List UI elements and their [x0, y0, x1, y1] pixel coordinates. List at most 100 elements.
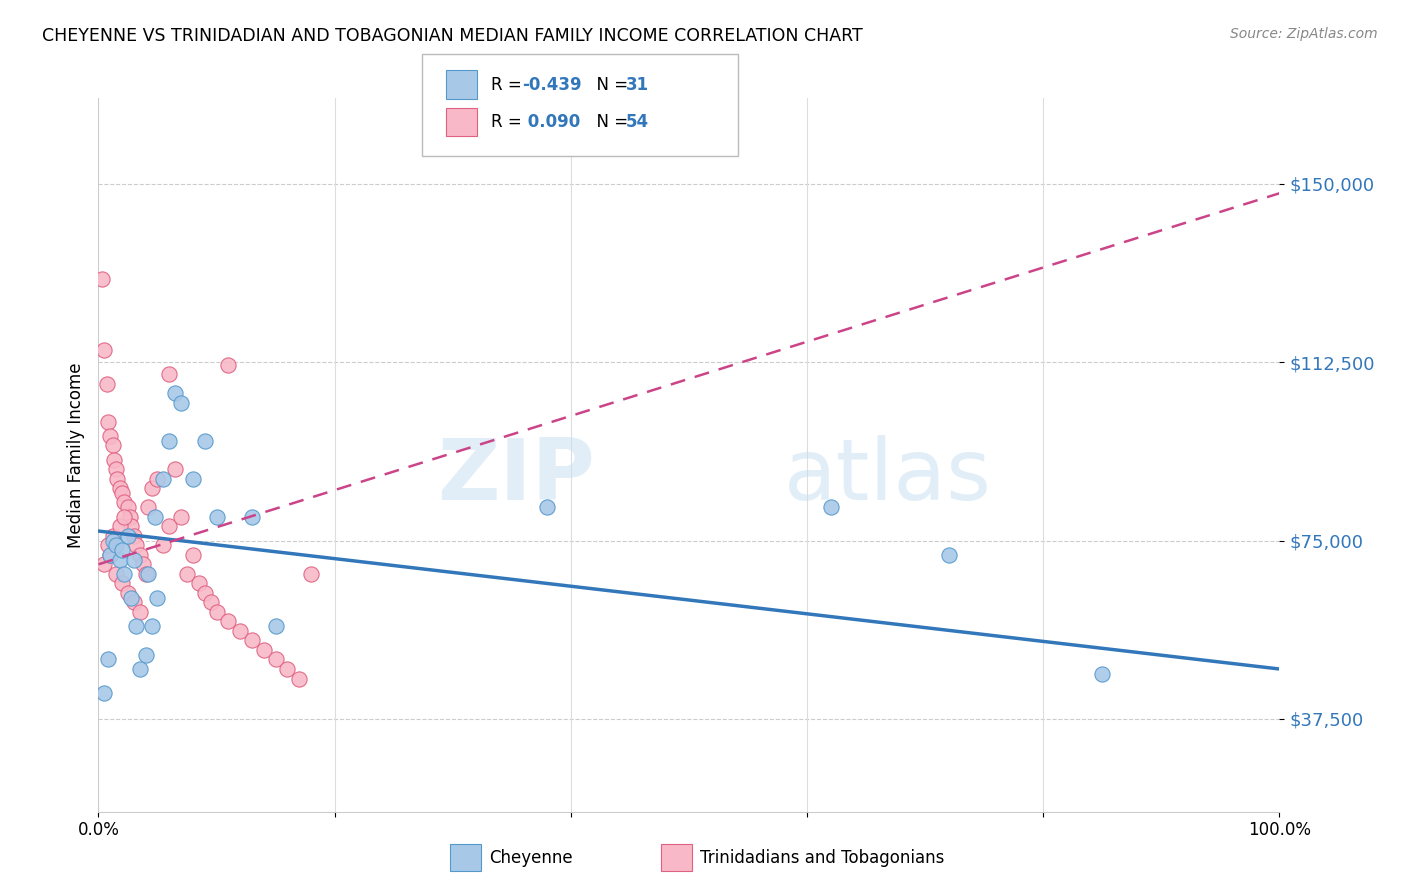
Text: atlas: atlas	[783, 434, 991, 518]
Point	[194, 586, 217, 600]
Point	[122, 595, 145, 609]
Point	[152, 538, 174, 552]
Text: CHEYENNE VS TRINIDADIAN AND TOBAGONIAN MEDIAN FAMILY INCOME CORRELATION CHART: CHEYENNE VS TRINIDADIAN AND TOBAGONIAN M…	[42, 27, 863, 45]
Point	[93, 343, 115, 358]
Point	[97, 652, 120, 666]
Point	[122, 552, 145, 566]
Point	[157, 519, 180, 533]
Point	[132, 558, 155, 572]
Point	[111, 543, 134, 558]
Point	[108, 481, 131, 495]
Text: 54: 54	[626, 113, 648, 131]
Point	[112, 495, 135, 509]
Point	[205, 509, 228, 524]
Point	[98, 429, 121, 443]
Point	[98, 548, 121, 562]
Point	[141, 481, 163, 495]
Point	[97, 415, 120, 429]
Point	[205, 605, 228, 619]
Point	[146, 591, 169, 605]
Point	[93, 558, 115, 572]
Point	[276, 662, 298, 676]
Point	[128, 662, 150, 676]
Text: R =: R =	[491, 113, 527, 131]
Point	[136, 500, 159, 515]
Point	[217, 358, 239, 372]
Point	[105, 462, 128, 476]
Point	[217, 615, 239, 629]
Point	[1091, 666, 1114, 681]
Point	[93, 686, 115, 700]
Point	[112, 566, 135, 581]
Point	[176, 566, 198, 581]
Point	[240, 509, 263, 524]
Point	[170, 395, 193, 409]
Point	[117, 586, 139, 600]
Point	[122, 529, 145, 543]
Point	[152, 472, 174, 486]
Text: Source: ZipAtlas.com: Source: ZipAtlas.com	[1230, 27, 1378, 41]
Point	[91, 272, 114, 286]
Point	[112, 509, 135, 524]
Point	[170, 509, 193, 524]
Point	[108, 552, 131, 566]
Text: Cheyenne: Cheyenne	[489, 849, 572, 867]
Point	[101, 533, 124, 548]
Text: 31: 31	[626, 76, 648, 94]
Point	[121, 519, 143, 533]
Point	[98, 548, 121, 562]
Point	[105, 566, 128, 581]
Point	[101, 529, 124, 543]
Text: ZIP: ZIP	[437, 434, 595, 518]
Point	[111, 486, 134, 500]
Point	[111, 576, 134, 591]
Point	[128, 605, 150, 619]
Point	[143, 509, 166, 524]
Point	[146, 472, 169, 486]
Text: R =: R =	[491, 76, 527, 94]
Point	[165, 386, 187, 401]
Text: N =: N =	[586, 76, 634, 94]
Point	[135, 566, 157, 581]
Point	[105, 472, 128, 486]
Point	[157, 434, 180, 448]
Point	[136, 566, 159, 581]
Point	[536, 500, 558, 515]
Point	[187, 576, 209, 591]
Point	[125, 538, 148, 552]
Point	[820, 500, 842, 515]
Point	[125, 619, 148, 633]
Point	[200, 595, 222, 609]
Point	[264, 619, 287, 633]
Point	[253, 643, 276, 657]
Point	[194, 434, 217, 448]
Point	[229, 624, 252, 638]
Point	[117, 529, 139, 543]
Y-axis label: Median Family Income: Median Family Income	[66, 362, 84, 548]
Point	[264, 652, 287, 666]
Point	[96, 376, 118, 391]
Point	[288, 672, 311, 686]
Text: -0.439: -0.439	[522, 76, 581, 94]
Point	[181, 472, 204, 486]
Point	[120, 509, 142, 524]
Point	[97, 538, 120, 552]
Point	[117, 500, 139, 515]
Point	[157, 367, 180, 381]
Point	[141, 619, 163, 633]
Point	[103, 452, 125, 467]
Point	[121, 591, 143, 605]
Point	[938, 548, 960, 562]
Point	[165, 462, 187, 476]
Point	[299, 566, 322, 581]
Point	[101, 438, 124, 452]
Text: 0.090: 0.090	[522, 113, 579, 131]
Point	[181, 548, 204, 562]
Point	[240, 633, 263, 648]
Point	[105, 538, 128, 552]
Text: Trinidadians and Tobagonians: Trinidadians and Tobagonians	[700, 849, 945, 867]
Point	[135, 648, 157, 662]
Text: N =: N =	[586, 113, 634, 131]
Point	[128, 548, 150, 562]
Point	[108, 519, 131, 533]
